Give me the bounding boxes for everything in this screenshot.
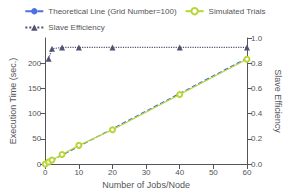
svg-text:150: 150 <box>28 84 42 93</box>
svg-text:30: 30 <box>142 168 151 177</box>
svg-text:0: 0 <box>37 160 42 169</box>
svg-text:0.0: 0.0 <box>251 160 263 169</box>
svg-text:0.2: 0.2 <box>251 134 263 143</box>
svg-text:0.6: 0.6 <box>251 84 263 93</box>
svg-text:60: 60 <box>243 168 252 177</box>
svg-text:Number of Jobs/Node: Number of Jobs/Node <box>102 180 190 190</box>
svg-text:50: 50 <box>32 134 41 143</box>
svg-text:40: 40 <box>175 168 184 177</box>
svg-text:Execution Time (sec.): Execution Time (sec.) <box>8 58 18 145</box>
svg-text:10: 10 <box>74 168 83 177</box>
svg-text:20: 20 <box>108 168 117 177</box>
svg-text:0.8: 0.8 <box>251 59 263 68</box>
svg-text:Theoretical Line (Grid Number=: Theoretical Line (Grid Number=100) <box>48 7 177 16</box>
svg-text:1.0: 1.0 <box>251 34 263 43</box>
svg-text:50: 50 <box>209 168 218 177</box>
svg-text:0.4: 0.4 <box>251 109 263 118</box>
svg-text:100: 100 <box>28 109 42 118</box>
svg-text:200: 200 <box>28 59 42 68</box>
svg-text:0: 0 <box>43 168 48 177</box>
svg-text:Simulated Trials: Simulated Trials <box>209 7 266 16</box>
svg-text:Slave Efficiency: Slave Efficiency <box>273 69 283 133</box>
svg-text:Slave Efficiency: Slave Efficiency <box>48 23 104 32</box>
